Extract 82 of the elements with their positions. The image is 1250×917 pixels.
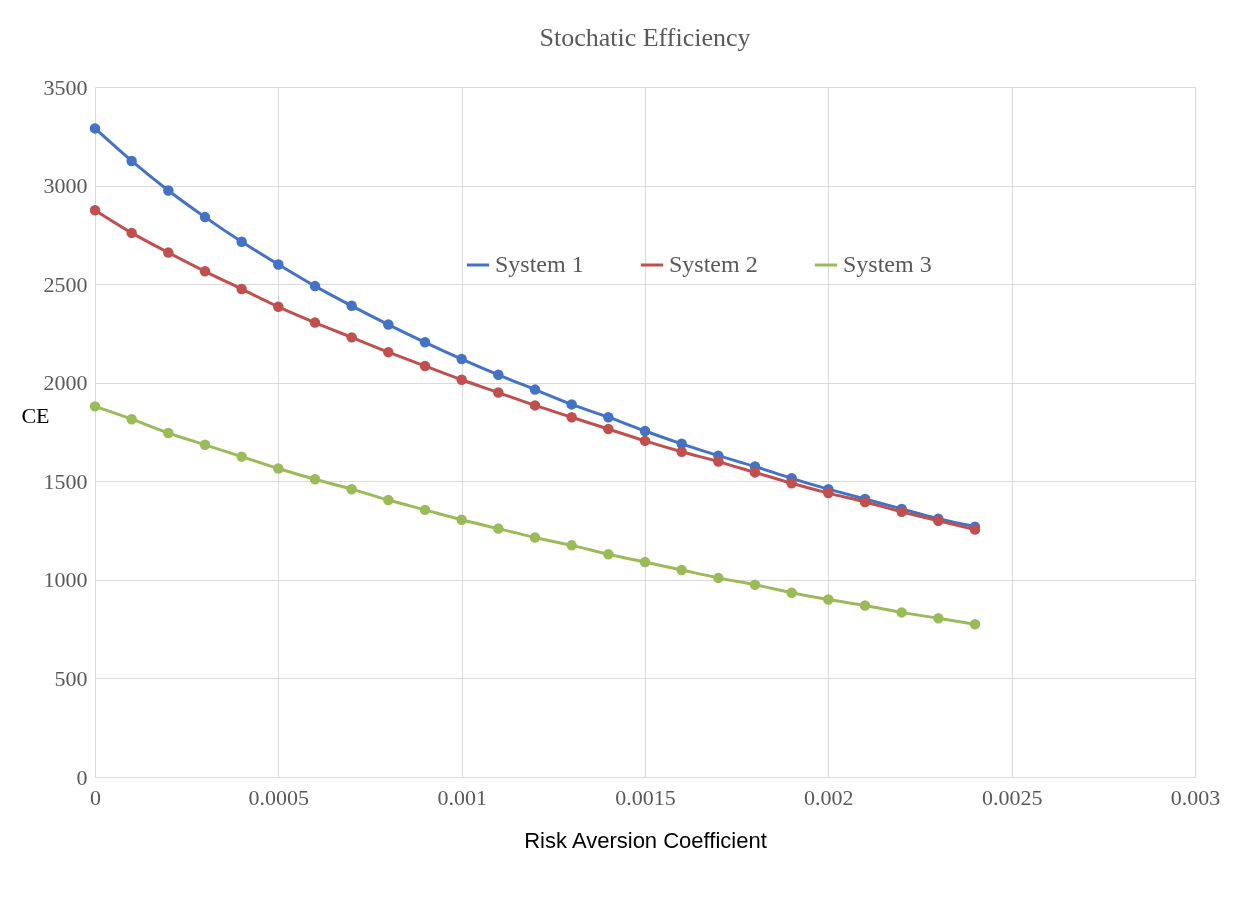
point [383,319,394,330]
point [749,579,761,591]
point [383,494,394,506]
point [273,301,284,313]
point [713,572,724,584]
point [639,425,651,437]
point [786,478,797,489]
point [493,523,504,534]
point [456,374,467,385]
point [603,548,614,560]
point [493,387,504,398]
point [603,423,614,435]
y-tick-label: 3000 [43,173,88,199]
legend-label: System 1 [495,251,584,277]
point [603,411,614,423]
x-tick-label: 0.003 [1170,784,1221,810]
point [163,427,174,439]
point [419,360,431,372]
point [163,247,174,258]
point [823,594,834,605]
point [126,155,137,167]
point [639,435,651,447]
y-tick-label: 0 [76,764,88,790]
legend-label: System 2 [669,251,758,277]
point [786,587,797,598]
point [163,185,174,196]
point [566,540,577,551]
point [823,487,834,499]
point [749,467,761,478]
point [309,474,321,485]
y-tick-label: 3500 [43,74,88,100]
point [89,123,101,134]
point [456,514,467,525]
point [713,456,724,467]
point [529,532,541,543]
point [273,259,284,270]
point [273,463,284,474]
point [676,564,687,576]
point [89,204,101,216]
point [566,399,577,410]
y-tick-label: 1000 [43,567,88,593]
y-tick-label: 500 [54,665,88,691]
x-tick-label: 0.0005 [248,784,310,810]
point [639,556,651,568]
point [309,280,321,292]
y-tick-label: 2000 [43,370,88,396]
point [346,483,357,495]
x-tick-label: 0.0025 [981,784,1043,810]
point [419,504,431,516]
point [969,618,981,630]
x-tick-label: 0.0015 [615,784,676,810]
point [529,384,541,395]
point [419,337,431,348]
chart-title: Stochatic Efficiency [539,23,751,52]
point [859,600,871,611]
y-axis-title: CE [21,402,50,428]
y-tick-label: 1500 [43,468,88,494]
x-tick-label: 0.001 [437,784,487,810]
point [309,317,321,328]
point [89,401,101,412]
point [199,211,211,223]
point [676,446,687,457]
point [126,413,137,425]
point [933,613,944,624]
legend-label: System 3 [843,251,932,277]
point [236,283,247,295]
point [199,266,211,277]
point [199,439,211,451]
point [126,227,137,239]
point [493,369,504,381]
point [896,607,907,618]
point [566,411,577,423]
point [456,353,467,365]
point [346,300,357,312]
point [236,236,247,247]
point [529,400,541,411]
x-tick-label: 0.002 [804,784,854,810]
point [236,451,247,462]
point [383,346,394,358]
x-axis-title: Risk Aversion Coefficient [524,827,767,853]
point [346,332,357,343]
y-tick-label: 2500 [43,271,88,297]
